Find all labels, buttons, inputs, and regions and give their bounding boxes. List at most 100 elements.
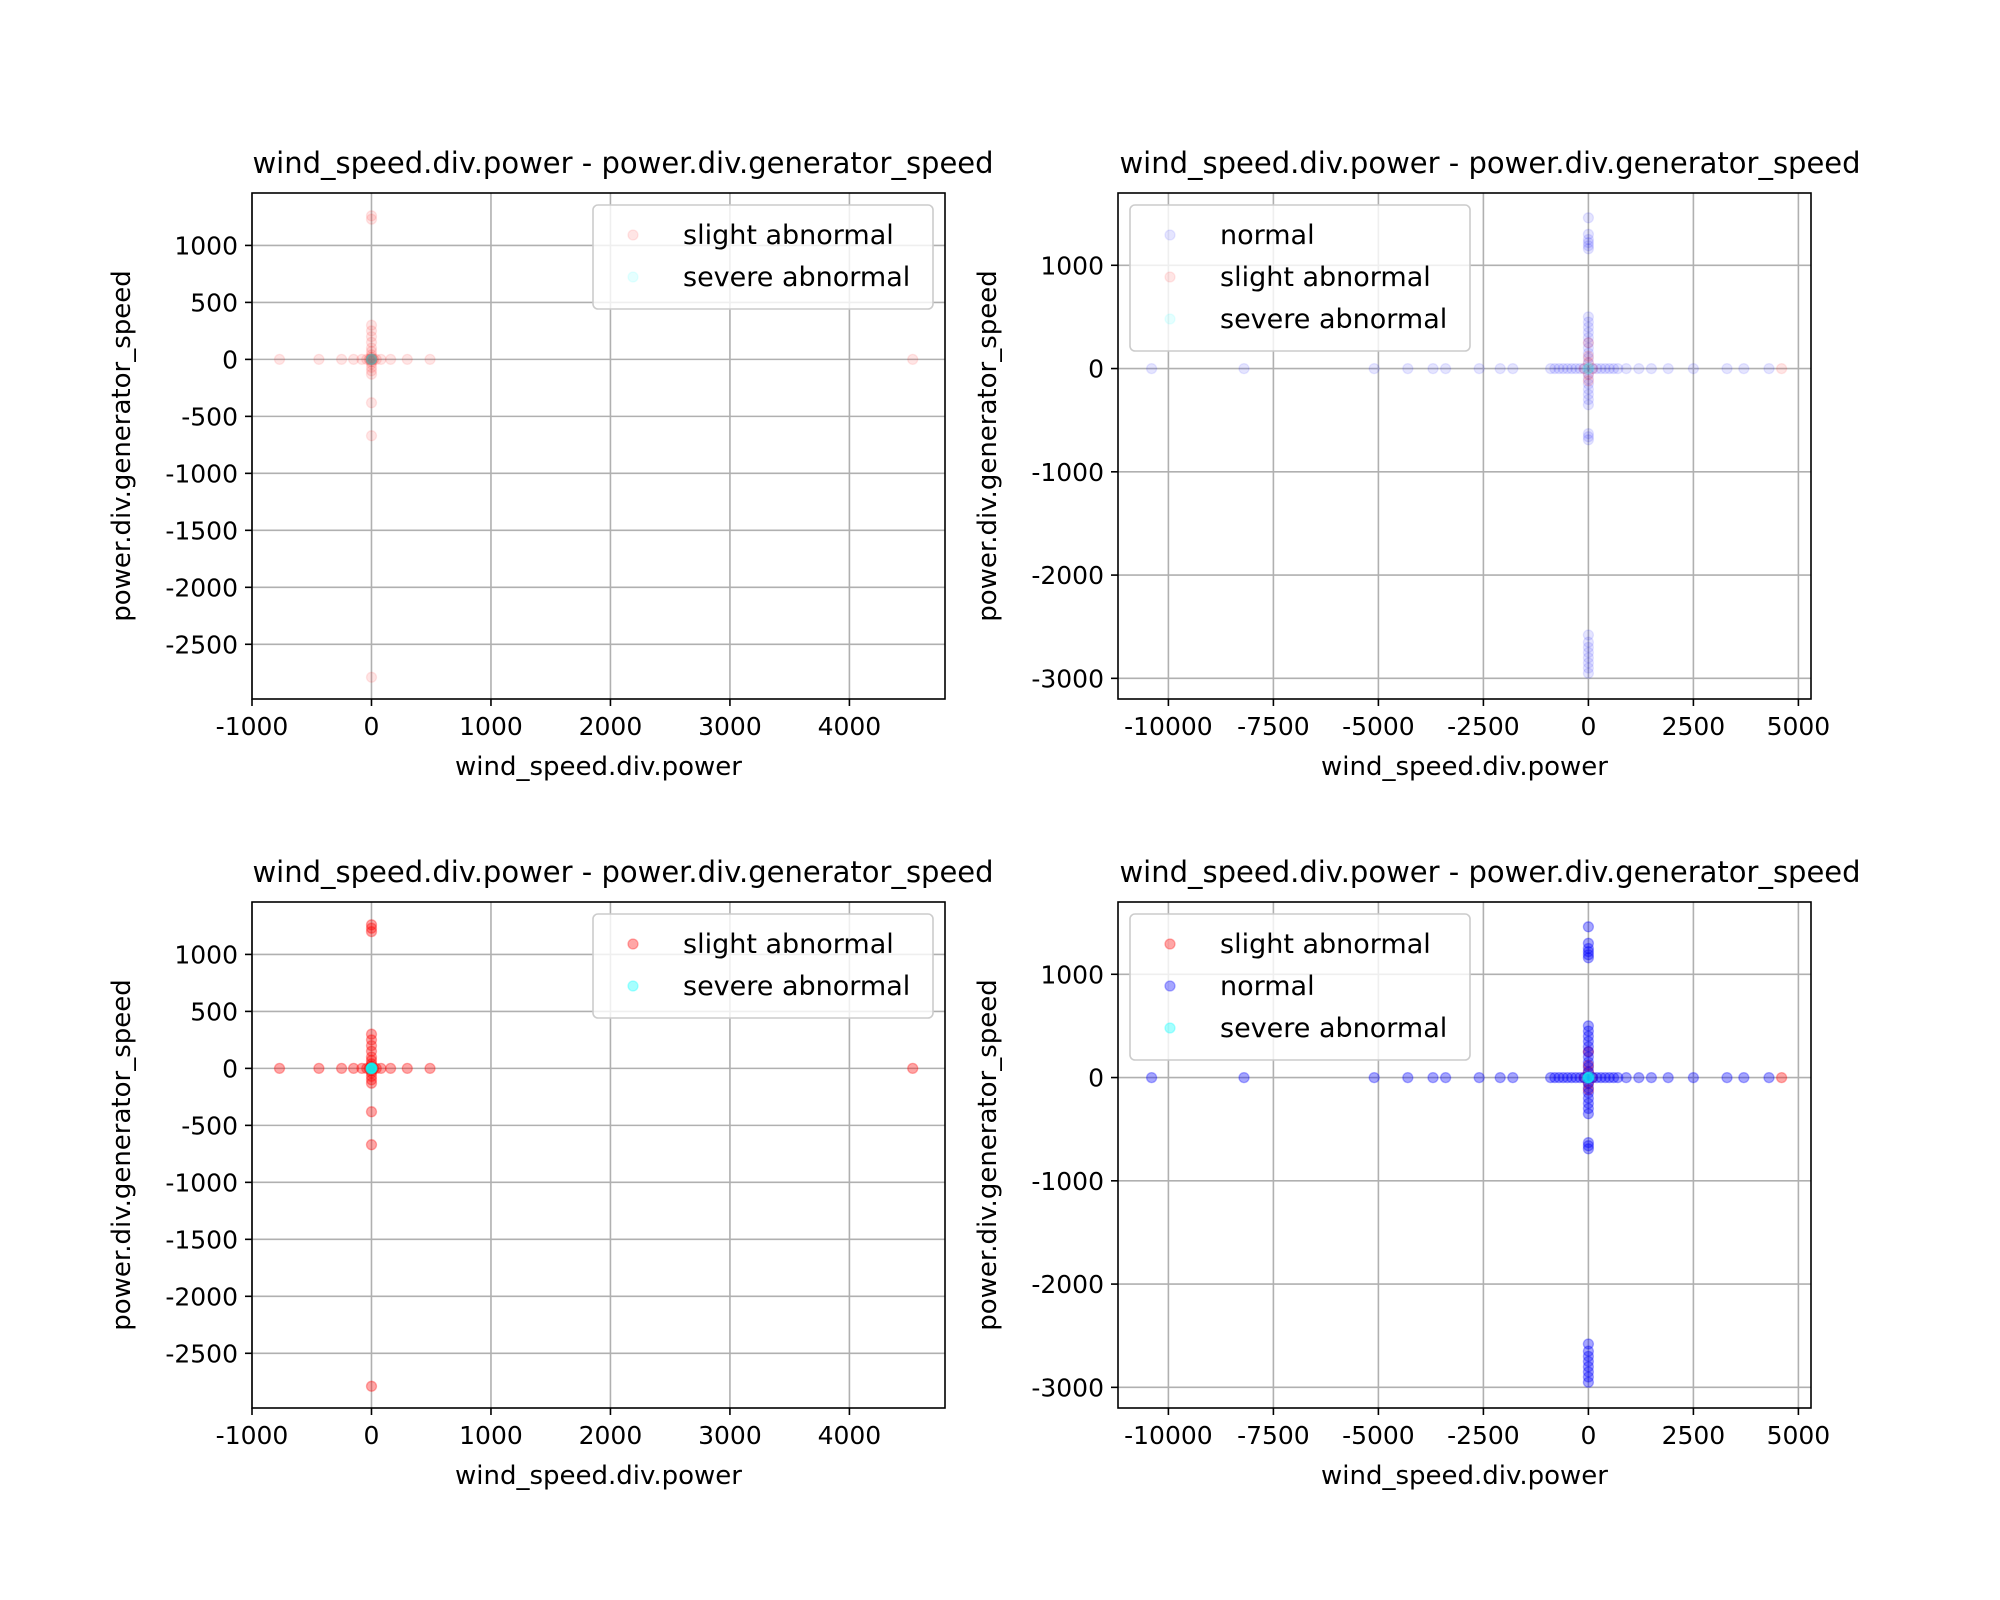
data-point bbox=[364, 1062, 376, 1075]
data-point bbox=[1582, 1092, 1595, 1104]
y-tick-label: -3000 bbox=[1031, 1373, 1104, 1402]
data-point bbox=[365, 1054, 378, 1067]
data-point bbox=[1582, 942, 1595, 955]
data-point bbox=[1549, 362, 1561, 375]
data-point bbox=[1662, 362, 1674, 375]
data-point bbox=[365, 213, 378, 225]
data-point bbox=[365, 1039, 378, 1052]
data-point bbox=[1570, 362, 1582, 375]
data-point bbox=[1582, 667, 1595, 679]
data-point bbox=[1721, 1071, 1733, 1084]
x-tick-label: -10000 bbox=[1124, 712, 1213, 741]
y-axis-label: power.div.generator_speed bbox=[107, 979, 137, 1331]
data-point bbox=[1633, 1071, 1645, 1084]
x-axis-label: wind_speed.div.power bbox=[455, 1461, 742, 1491]
data-point bbox=[365, 1060, 378, 1072]
data-point bbox=[365, 368, 378, 380]
data-point bbox=[1582, 311, 1595, 323]
x-tick-label: 4000 bbox=[818, 1421, 882, 1450]
data-point bbox=[363, 1062, 375, 1075]
data-point bbox=[1582, 1087, 1595, 1099]
series-severe-abnormal bbox=[1581, 362, 1595, 375]
data-point bbox=[1582, 337, 1595, 349]
data-point bbox=[356, 353, 368, 366]
data-point bbox=[1645, 1071, 1658, 1084]
legend-label: severe abnormal bbox=[683, 971, 910, 1002]
data-point bbox=[1582, 1025, 1595, 1037]
data-point bbox=[365, 1106, 378, 1118]
legend-marker bbox=[1164, 229, 1176, 241]
data-point bbox=[366, 1063, 378, 1075]
data-point bbox=[1582, 945, 1595, 958]
data-point bbox=[1582, 228, 1595, 240]
data-point bbox=[365, 1380, 378, 1392]
data-point bbox=[366, 353, 378, 365]
data-point bbox=[1582, 240, 1595, 252]
series-slight-abnormal bbox=[273, 919, 919, 1392]
axes-frame bbox=[1117, 901, 1812, 1409]
data-point bbox=[1607, 1071, 1620, 1084]
data-point bbox=[356, 1062, 368, 1075]
data-point bbox=[1570, 1071, 1582, 1084]
legend-label: slight abnormal bbox=[1220, 929, 1431, 960]
data-point bbox=[365, 358, 378, 370]
data-point bbox=[1582, 369, 1595, 381]
data-point bbox=[1582, 1082, 1595, 1094]
x-tick-label: 2000 bbox=[579, 712, 643, 741]
data-point bbox=[1494, 362, 1506, 375]
data-point bbox=[1581, 1072, 1594, 1084]
data-point bbox=[370, 1062, 382, 1075]
y-tick-label: -1000 bbox=[165, 459, 238, 488]
x-tick-label: 1000 bbox=[459, 1421, 523, 1450]
data-point bbox=[1582, 316, 1595, 328]
data-point bbox=[1578, 1071, 1590, 1084]
data-point bbox=[273, 1062, 286, 1075]
x-tick-label: 0 bbox=[1580, 712, 1596, 741]
data-point bbox=[1582, 1065, 1595, 1078]
data-point bbox=[1402, 1071, 1414, 1084]
data-point bbox=[1591, 362, 1603, 375]
x-tick-label: -7500 bbox=[1237, 1421, 1310, 1450]
legend-marker bbox=[627, 980, 639, 992]
data-point bbox=[365, 1034, 378, 1046]
data-point bbox=[365, 1065, 378, 1077]
data-point bbox=[907, 1062, 919, 1075]
legend: slight abnormal severe abnormal bbox=[592, 913, 934, 1019]
data-point bbox=[1738, 1071, 1750, 1084]
data-point bbox=[365, 336, 378, 348]
data-point bbox=[1574, 1071, 1586, 1084]
data-point bbox=[1582, 1366, 1595, 1378]
data-point bbox=[1583, 1071, 1595, 1083]
series-slight-abnormal bbox=[273, 210, 919, 683]
data-point bbox=[1582, 375, 1595, 387]
data-point bbox=[1582, 662, 1595, 674]
data-point bbox=[1687, 1071, 1700, 1084]
legend-box bbox=[1129, 204, 1471, 352]
data-point bbox=[364, 353, 376, 366]
y-tick-label: -2000 bbox=[1031, 561, 1104, 590]
data-point bbox=[365, 1074, 378, 1086]
data-point bbox=[365, 353, 378, 366]
y-tick-label: 0 bbox=[222, 1054, 238, 1083]
data-point bbox=[365, 342, 378, 354]
chart-title: wind_speed.div.power - power.div.generat… bbox=[252, 146, 993, 180]
data-point bbox=[1763, 362, 1775, 375]
data-point bbox=[1583, 362, 1595, 374]
data-point bbox=[1574, 362, 1586, 375]
data-point bbox=[367, 353, 379, 366]
data-point bbox=[370, 353, 382, 366]
data-point bbox=[1582, 427, 1595, 440]
data-point bbox=[365, 430, 378, 442]
data-point bbox=[313, 353, 325, 366]
data-point bbox=[1582, 1077, 1595, 1089]
data-point bbox=[1553, 362, 1565, 375]
x-tick-label: 2000 bbox=[579, 1421, 643, 1450]
data-point bbox=[1775, 362, 1788, 375]
data-point bbox=[1544, 362, 1557, 375]
data-point bbox=[1582, 1345, 1595, 1357]
data-point bbox=[1145, 1071, 1158, 1084]
legend-marker bbox=[1164, 980, 1176, 992]
data-point bbox=[365, 1058, 378, 1070]
data-point bbox=[1586, 362, 1599, 375]
data-point bbox=[1591, 1071, 1603, 1084]
